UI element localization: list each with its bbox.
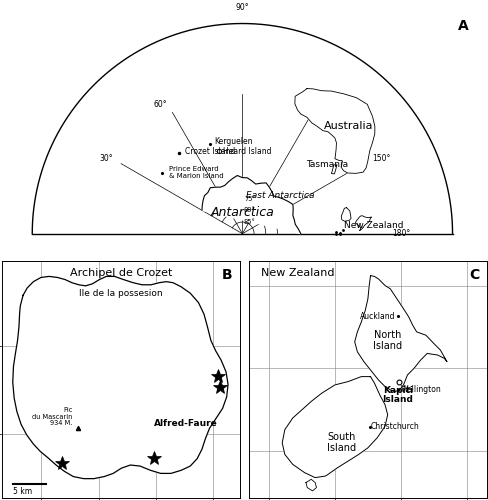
Polygon shape bbox=[355, 216, 370, 230]
Text: 60°: 60° bbox=[154, 100, 167, 108]
Text: Ile de la possesion: Ile de la possesion bbox=[79, 289, 163, 298]
Text: B: B bbox=[222, 268, 232, 282]
Polygon shape bbox=[341, 208, 350, 221]
Text: A: A bbox=[457, 20, 468, 34]
Polygon shape bbox=[305, 480, 316, 491]
Text: 120°: 120° bbox=[317, 100, 335, 108]
Text: 5 km: 5 km bbox=[14, 487, 33, 496]
Text: Alfred-Faure: Alfred-Faure bbox=[153, 419, 217, 428]
Text: Auckland: Auckland bbox=[359, 312, 394, 321]
Text: Australia: Australia bbox=[324, 120, 373, 130]
Text: New Zealand: New Zealand bbox=[261, 268, 334, 278]
Text: 80°: 80° bbox=[243, 208, 255, 214]
Polygon shape bbox=[13, 276, 227, 478]
Text: Christchurch: Christchurch bbox=[370, 422, 419, 432]
Polygon shape bbox=[331, 165, 336, 174]
Text: Tasmania: Tasmania bbox=[305, 160, 347, 169]
Text: Antarctica: Antarctica bbox=[210, 206, 274, 219]
Text: Wellington: Wellington bbox=[400, 385, 441, 394]
Text: New Zealand: New Zealand bbox=[344, 221, 403, 230]
Text: North
Island: North Island bbox=[372, 330, 402, 350]
Text: 30°: 30° bbox=[99, 154, 113, 164]
Text: East Antarctica: East Antarctica bbox=[245, 192, 314, 200]
Polygon shape bbox=[202, 176, 300, 234]
Text: Pic
du Mascarin
934 M.: Pic du Mascarin 934 M. bbox=[32, 407, 72, 426]
Polygon shape bbox=[354, 276, 446, 392]
Text: C: C bbox=[468, 268, 478, 282]
Text: Kapiti
Island: Kapiti Island bbox=[382, 386, 412, 404]
Text: South
Island: South Island bbox=[326, 432, 355, 454]
Text: Prince Edward
& Marion Island: Prince Edward & Marion Island bbox=[168, 166, 223, 178]
Text: 150°: 150° bbox=[371, 154, 389, 164]
Polygon shape bbox=[294, 88, 374, 174]
Text: Heard Island: Heard Island bbox=[223, 147, 271, 156]
Text: 85°: 85° bbox=[243, 219, 254, 225]
Text: 90°: 90° bbox=[235, 3, 249, 12]
Polygon shape bbox=[282, 376, 387, 478]
Text: 75°: 75° bbox=[244, 196, 256, 202]
Text: Kerguelen: Kerguelen bbox=[213, 137, 252, 146]
Text: Archipel de Crozet: Archipel de Crozet bbox=[70, 268, 172, 278]
Text: 180°: 180° bbox=[391, 229, 409, 238]
Text: Crozet Island: Crozet Island bbox=[185, 147, 235, 156]
